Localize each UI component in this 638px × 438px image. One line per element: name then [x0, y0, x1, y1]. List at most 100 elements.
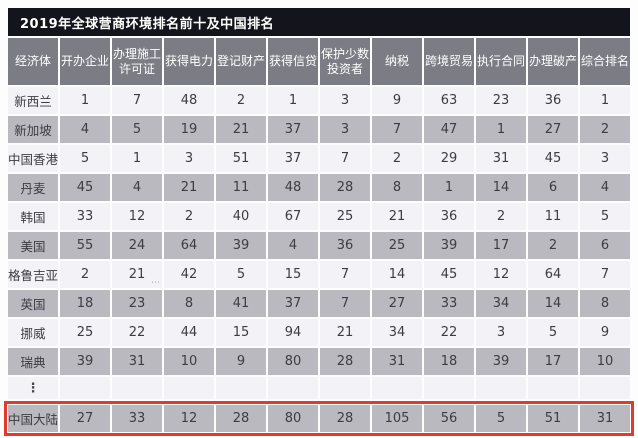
rank-value: 12	[476, 261, 526, 288]
rank-value: 10	[164, 348, 214, 375]
rank-value: 1	[424, 174, 474, 201]
rank-value: 12	[112, 203, 162, 230]
rank-value: 31	[372, 348, 422, 375]
column-header: 跨境贸易	[424, 38, 474, 85]
rank-value: 2	[372, 145, 422, 172]
rank-value: 63	[424, 87, 474, 114]
column-header: 获得信贷	[268, 38, 318, 85]
rank-value: 28	[320, 348, 370, 375]
rank-value: 4	[268, 232, 318, 259]
column-header: 办理施工 许可证	[112, 38, 162, 85]
economy-name: 新加坡	[8, 116, 58, 143]
rank-value: 39	[60, 348, 110, 375]
rank-value: 37	[268, 290, 318, 317]
rank-value: 23	[112, 290, 162, 317]
rank-value: 23	[476, 87, 526, 114]
rank-value: 25	[320, 203, 370, 230]
rank-value: 3	[320, 116, 370, 143]
rank-value: 2	[528, 232, 578, 259]
rank-value: 7	[580, 261, 630, 288]
rank-value	[476, 377, 526, 399]
rank-value: 64	[528, 261, 578, 288]
table-row: 新加坡 4 5 19 21 37 3 7 47 1 27 2	[8, 116, 630, 143]
rank-value: 48	[268, 174, 318, 201]
column-header: 办理破产	[528, 38, 578, 85]
rank-value: 2	[164, 203, 214, 230]
rank-value: 4	[60, 116, 110, 143]
rank-value: 2	[580, 116, 630, 143]
rank-value: 19	[164, 116, 214, 143]
economy-name: 丹麦	[8, 174, 58, 201]
rank-value: 24	[112, 232, 162, 259]
rank-value: 80	[268, 348, 318, 375]
rank-value: 31	[112, 348, 162, 375]
rank-value: 28	[320, 405, 370, 432]
rank-value: 7	[112, 87, 162, 114]
rank-value: 21	[320, 319, 370, 346]
rank-value: 21	[372, 203, 422, 230]
rank-value: 39	[216, 232, 266, 259]
rank-value: 9	[216, 348, 266, 375]
table-title: 2019年全球营商环境排名前十及中国排名	[20, 16, 275, 32]
economy-name: 韩国	[8, 203, 58, 230]
rank-value: 11	[528, 203, 578, 230]
rank-value: 29	[424, 145, 474, 172]
rank-value: 1	[112, 145, 162, 172]
rank-value: 8	[164, 290, 214, 317]
table-row: 中国香港 5 1 3 51 37 7 2 29 31 45 3	[8, 145, 630, 172]
rank-value: 5	[476, 405, 526, 432]
rank-value: 33	[112, 405, 162, 432]
column-header: 获得电力	[164, 38, 214, 85]
rank-value: 40	[216, 203, 266, 230]
rank-value: 11	[216, 174, 266, 201]
rank-value: 36	[320, 232, 370, 259]
rank-value: 25	[372, 232, 422, 259]
rank-value	[60, 377, 110, 399]
rank-value: 18	[60, 290, 110, 317]
rank-value	[268, 377, 318, 399]
rank-value: 14	[372, 261, 422, 288]
rank-value: 17	[476, 232, 526, 259]
column-header: 执行合同	[476, 38, 526, 85]
rank-value: 80	[268, 405, 318, 432]
rank-value: 8	[580, 290, 630, 317]
rank-value: 44	[164, 319, 214, 346]
rankings-table: 经济体 开办企业 办理施工 许可证 获得电力 登记财产 获得信贷 保护少数 投资者 纳税 跨境贸…	[4, 38, 634, 436]
rank-value: 15	[268, 261, 318, 288]
rank-value	[216, 377, 266, 399]
economy-name: 瑞典	[8, 348, 58, 375]
rank-value: 3	[320, 87, 370, 114]
rank-value: 1	[60, 87, 110, 114]
rank-value: 48	[164, 87, 214, 114]
rank-value: 105	[372, 405, 422, 432]
rank-value: 37	[268, 116, 318, 143]
rank-value: 36	[528, 87, 578, 114]
rank-value: 5	[580, 203, 630, 230]
rank-value: 31	[580, 405, 630, 432]
rank-value: 21	[164, 174, 214, 201]
ellipsis-row: ⋮	[8, 377, 630, 399]
rank-value	[580, 377, 630, 399]
rank-value: 47	[424, 116, 474, 143]
rank-value: 27	[372, 290, 422, 317]
rank-value: 18	[424, 348, 474, 375]
rank-value: 45	[528, 145, 578, 172]
rank-value: 7	[320, 290, 370, 317]
economy-name: 中国大陆	[8, 405, 59, 432]
rank-value: 34	[372, 319, 422, 346]
rank-value: 64	[164, 232, 214, 259]
rank-value: 33	[60, 203, 110, 230]
column-header: 登记财产	[216, 38, 266, 85]
table-body: 新西兰 1 7 48 2 1 3 9 63 23 36 1 新加坡 4 5 19 21 37 3 7 47 1 27 2 中国香…	[4, 87, 634, 436]
rank-value: 56	[424, 405, 474, 432]
rank-value: 5	[216, 261, 266, 288]
rank-value	[372, 377, 422, 399]
table-title-bar: 2019年全球营商环境排名前十及中国排名	[8, 8, 630, 36]
rank-value	[528, 377, 578, 399]
china-highlight-box: 中国大陆 27 33 12 28 80 28 105 56 5 51 31	[4, 401, 634, 436]
rank-value: 51	[216, 145, 266, 172]
rank-value: 2	[60, 261, 110, 288]
table-row: 中国大陆 27 33 12 28 80 28 105 56 5 51 31	[8, 405, 630, 432]
rank-value: 5	[60, 145, 110, 172]
rank-value: 8	[372, 174, 422, 201]
